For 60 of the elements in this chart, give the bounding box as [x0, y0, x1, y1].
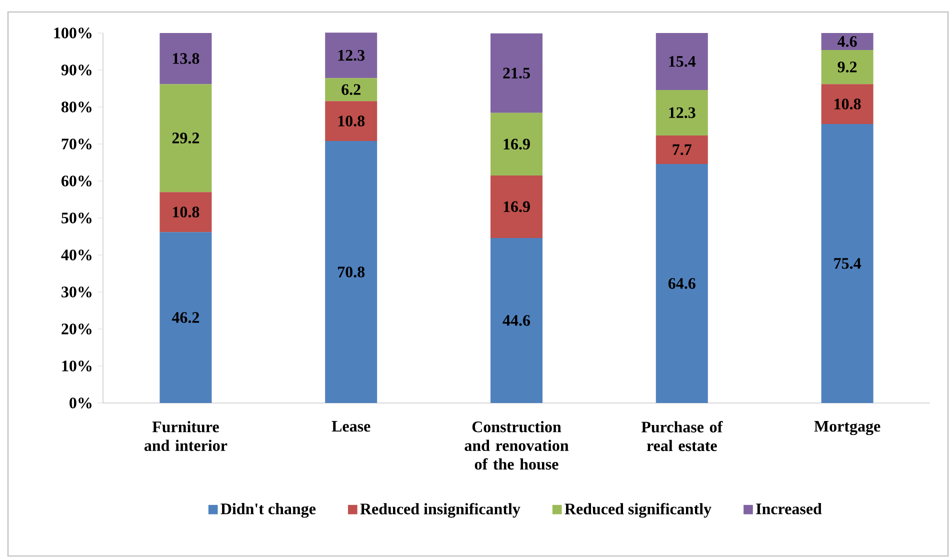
- y-tick-label: 10%: [62, 360, 92, 372]
- data-label: 70.8: [338, 266, 365, 278]
- x-tick-label: Purchase of real estate: [641, 421, 723, 452]
- data-label: 16.9: [504, 201, 530, 212]
- data-label: 75.4: [834, 258, 861, 269]
- data-label: 21.5: [503, 68, 530, 79]
- x-tick-label: Lease: [332, 421, 370, 432]
- y-tick-label: 20%: [62, 324, 92, 334]
- bar: [160, 33, 212, 84]
- data-label: 64.6: [668, 278, 696, 289]
- bar: [490, 112, 543, 176]
- data-label: 12.3: [669, 107, 696, 118]
- data-label: 15.4: [669, 56, 696, 67]
- bar: [821, 84, 874, 124]
- y-tick-label: 80%: [61, 102, 92, 112]
- x-tick-label: Construction and renovation of the house: [464, 421, 569, 470]
- bar: [160, 192, 212, 232]
- bar: [490, 33, 543, 113]
- bar: [656, 90, 708, 136]
- y-tick-label: 50%: [62, 212, 92, 224]
- data-label: 10.8: [338, 116, 365, 126]
- bar: [821, 124, 874, 403]
- bar: [656, 135, 708, 164]
- data-label: 9.2: [838, 62, 857, 72]
- data-label: 44.6: [502, 315, 530, 326]
- bar: [160, 84, 212, 192]
- y-tick-label: 90%: [61, 64, 92, 76]
- data-label: 12.3: [338, 50, 365, 61]
- data-label: 13.8: [172, 53, 200, 64]
- data-label: 10.8: [172, 206, 200, 218]
- bar: [160, 232, 212, 403]
- data-label: 10.8: [834, 98, 861, 110]
- bar: [325, 78, 378, 102]
- legend-label: Didn't change: [220, 503, 316, 518]
- y-tick-label: 30%: [62, 286, 92, 298]
- legend-label: Reduced insignificantly: [360, 502, 520, 518]
- bar: [490, 238, 543, 403]
- y-tick-label: 70%: [62, 138, 92, 150]
- bar: [490, 175, 543, 238]
- bar: [656, 164, 708, 403]
- legend-label: Reduced significantly: [564, 502, 712, 518]
- data-label: 46.2: [172, 312, 200, 323]
- bar: [821, 33, 874, 50]
- x-tick-label: Furniture and interior: [144, 421, 228, 451]
- y-tick-label: 40%: [61, 250, 92, 260]
- data-label: 7.7: [672, 144, 692, 156]
- x-tick-label: Mortgage: [814, 421, 880, 436]
- y-tick-label: 0%: [70, 398, 92, 408]
- y-tick-label: 100%: [54, 28, 92, 38]
- data-label: 29.2: [172, 132, 200, 144]
- bar: [325, 141, 378, 403]
- y-tick-label: 60%: [62, 176, 92, 186]
- bar: [325, 32, 378, 78]
- bar: [325, 101, 378, 142]
- legend-label: Increased: [756, 503, 822, 514]
- bar: [656, 33, 708, 90]
- bar: [821, 50, 874, 84]
- data-label: 16.9: [504, 138, 530, 150]
- data-label: 4.6: [838, 36, 857, 47]
- data-label: 6.2: [342, 84, 360, 96]
